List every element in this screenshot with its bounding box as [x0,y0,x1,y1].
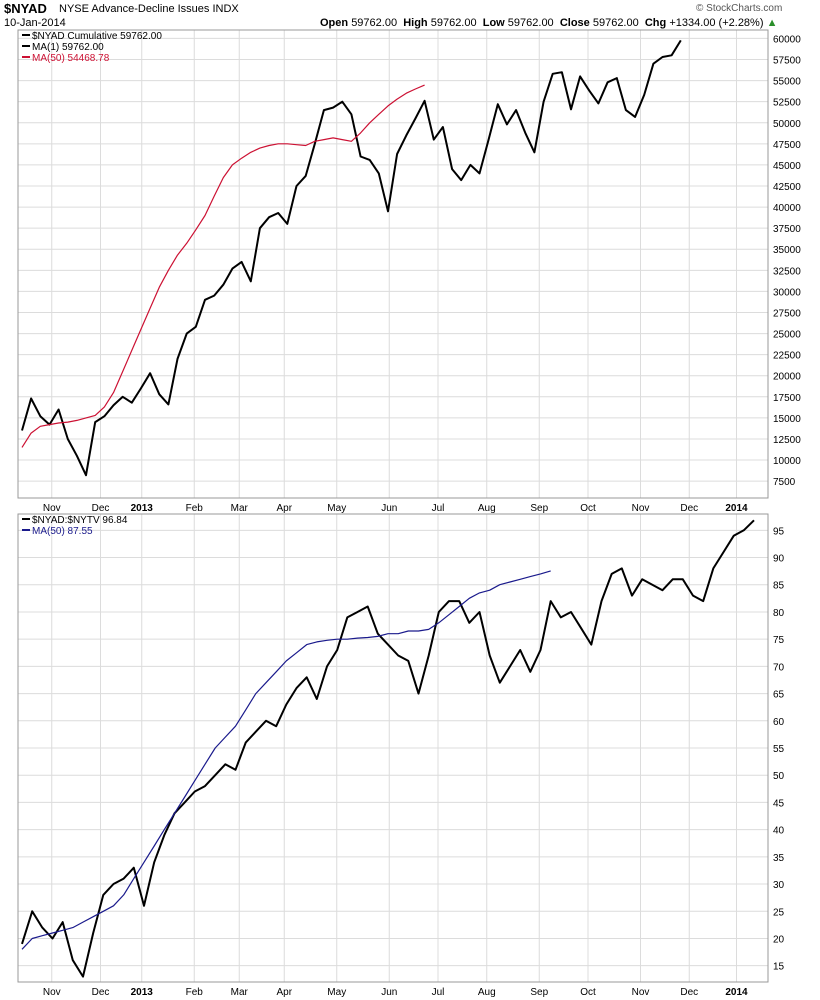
y-tick-label: 60000 [773,34,801,45]
x-tick-label: Jul [432,503,445,514]
x-tick-label: Sep [530,503,548,514]
x-tick-label: Apr [276,987,292,998]
low-value: 59762.00 [507,17,554,29]
y-tick-label: 85 [773,581,785,592]
ohlc-summary: Open 59762.00 High 59762.00 Low 59762.00… [320,17,777,29]
x-tick-label: Aug [478,503,496,514]
x-tick-label: 2014 [725,503,748,514]
y-tick-label: 37500 [773,224,801,235]
low-label: Low [482,17,505,29]
y-tick-label: 65 [773,690,785,701]
y-tick-label: 57500 [773,56,801,67]
plot-frame [17,29,769,499]
y-tick-label: 40000 [773,203,801,214]
nyad-line [21,39,682,477]
x-tick-label: Feb [186,503,204,514]
open-label: Open [320,17,349,29]
high-value: 59762.00 [430,17,477,29]
y-tick-label: 17500 [773,393,801,404]
x-tick-label: 2014 [725,987,748,998]
y-tick-label: 35000 [773,245,801,256]
y-tick-label: 27500 [773,308,801,319]
y-tick-label: 70 [773,662,785,673]
x-tick-label: Nov [43,503,61,514]
high-label: High [403,17,428,29]
y-tick-label: 32500 [773,266,801,277]
y-tick-label: 40 [773,826,785,837]
open-value: 59762.00 [351,17,398,29]
ma50-line-top [21,84,425,448]
y-tick-label: 22500 [773,351,801,362]
chg-label: Chg [644,17,667,29]
x-tick-label: Jun [381,987,397,998]
y-tick-label: 55000 [773,77,801,88]
y-tick-label: 90 [773,554,785,565]
y-tick-label: 12500 [773,435,801,446]
ma50-line-bottom [21,570,551,950]
x-tick-label: Nov [632,503,650,514]
y-tick-label: 52500 [773,98,801,109]
legend-entry: MA(50) 54468.78 [32,53,110,64]
x-tick-label: Dec [680,987,698,998]
legend-entry: $NYAD Cumulative 59762.00 [32,31,162,42]
symbol-description: NYSE Advance-Decline Issues INDX [59,3,239,15]
close-value: 59762.00 [592,17,639,29]
y-tick-label: 47500 [773,140,801,151]
y-tick-label: 60 [773,717,785,728]
y-tick-label: 20000 [773,372,801,383]
y-tick-label: 7500 [773,477,796,488]
x-tick-label: Sep [530,987,548,998]
y-tick-label: 50 [773,771,785,782]
y-tick-label: 50000 [773,119,801,130]
x-tick-label: 2013 [131,987,154,998]
x-tick-label: Nov [43,987,61,998]
x-tick-label: Jul [432,987,445,998]
symbol-title: $NYAD [4,1,47,16]
x-tick-label: Oct [580,987,596,998]
y-tick-label: 25 [773,907,785,918]
ratio-line [21,519,755,978]
y-tick-label: 20 [773,934,785,945]
y-tick-label: 75 [773,635,785,646]
y-tick-label: 80 [773,608,785,619]
chg-value: +1334.00 (+2.28%) [669,17,764,29]
y-tick-label: 42500 [773,182,801,193]
x-tick-label: Dec [92,503,110,514]
y-tick-label: 15000 [773,414,801,425]
legend-entry: MA(1) 59762.00 [32,42,104,53]
x-tick-label: Oct [580,503,596,514]
y-tick-label: 25000 [773,330,801,341]
x-tick-label: Apr [276,503,292,514]
x-tick-label: Dec [92,987,110,998]
x-tick-label: Feb [186,987,204,998]
legend-entry: $NYAD:$NYTV 96.84 [32,515,128,526]
y-tick-label: 45000 [773,161,801,172]
y-tick-label: 45 [773,798,785,809]
y-tick-label: 15 [773,962,785,973]
y-tick-label: 55 [773,744,785,755]
y-tick-label: 30 [773,880,785,891]
y-tick-label: 30000 [773,287,801,298]
x-tick-label: May [327,987,346,998]
x-tick-label: 2013 [131,503,154,514]
x-tick-label: Jun [381,503,397,514]
x-tick-label: Aug [478,987,496,998]
quote-date: 10-Jan-2014 [4,17,66,29]
plot-frame [17,513,769,983]
up-arrow-icon: ▲ [766,17,778,29]
y-tick-label: 10000 [773,456,801,467]
x-tick-label: Mar [231,503,249,514]
close-label: Close [559,17,590,29]
legend-entry: MA(50) 87.55 [32,526,93,537]
x-tick-label: Dec [680,503,698,514]
y-tick-label: 95 [773,526,785,537]
x-tick-label: Mar [231,987,249,998]
y-tick-label: 35 [773,853,785,864]
x-tick-label: May [327,503,346,514]
brand-watermark: © StockCharts.com [696,3,783,14]
x-tick-label: Nov [632,987,650,998]
